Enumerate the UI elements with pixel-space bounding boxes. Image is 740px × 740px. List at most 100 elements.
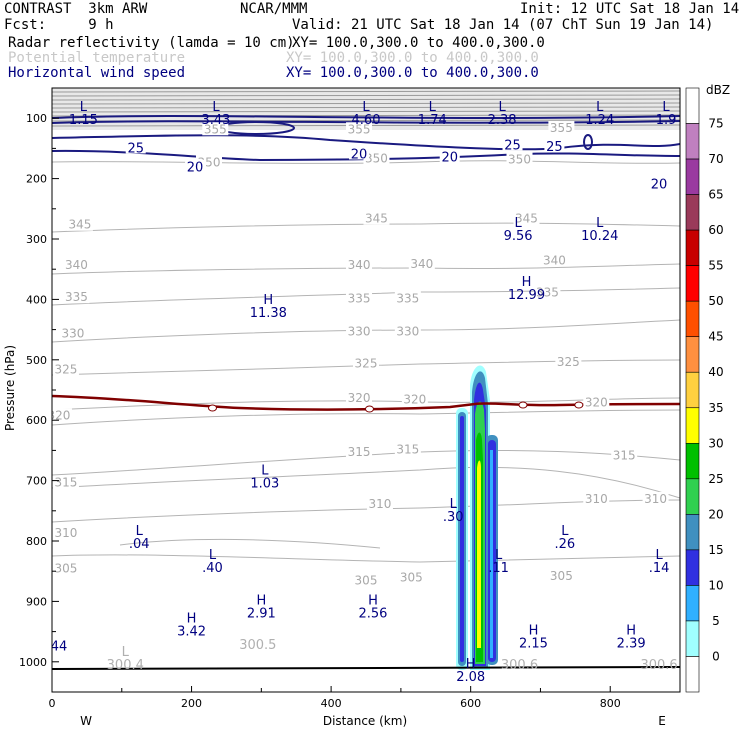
theta-contour-label: 305 [550, 569, 573, 583]
theta-label-bg [346, 122, 373, 136]
extremum-value: 1.74 [418, 113, 447, 128]
theta-contour-label: 330 [348, 325, 371, 339]
extremum-marker: H [466, 657, 476, 672]
wind-label-bg [439, 149, 460, 163]
theta-contour-label: 330 [396, 325, 419, 339]
colorbar-swatch [685, 407, 700, 444]
extremum-value: 12.99 [508, 288, 545, 303]
theta-label-bg [63, 258, 90, 272]
colorbar-swatch [685, 300, 700, 338]
extremum-value: 3.42 [177, 625, 206, 640]
wind-label-bg [544, 139, 565, 153]
theta-label-bg [52, 408, 72, 422]
theta-contour-label: 340 [65, 258, 88, 272]
west-label: W [80, 714, 92, 728]
theta-contour-label: 305 [355, 573, 378, 587]
extremum-marker: L [655, 548, 663, 563]
y-tick-label: 600 [26, 414, 47, 427]
init-time: Init: 12 UTC Sat 18 Jan 14 [520, 1, 740, 17]
colorbar-swatch [685, 123, 700, 160]
wind-contour-label: 25 [127, 141, 144, 156]
theta-label-bg [346, 391, 373, 405]
colorbar-level-label: 50 [708, 294, 723, 308]
extremum-value: 11.38 [250, 306, 287, 321]
extremum-value: 300.4 [107, 658, 144, 673]
theta-contour-label: 325 [355, 357, 378, 371]
field-label-wind: Horizontal wind speed [8, 65, 186, 81]
theta-label-bg [534, 285, 561, 299]
theta-contour-label: 305 [400, 570, 423, 584]
colorbar-level-label: 35 [708, 401, 723, 415]
theta-label-bg [401, 392, 428, 406]
colorbar-swatch [685, 336, 700, 373]
theta-contour-label: 310 [55, 526, 78, 540]
theta-contour-label: 305 [55, 561, 78, 575]
extremum-marker: L [514, 216, 522, 231]
colorbar-swatch [685, 656, 700, 693]
reflectivity-cell [456, 365, 498, 670]
extremum-marker: H [187, 612, 197, 627]
extremum-marker: L [362, 100, 370, 115]
theta-label-bg [202, 122, 229, 136]
colorbar-swatch [685, 265, 700, 302]
extremum-value: 10.24 [581, 229, 618, 244]
theta-contour-label: 315 [396, 442, 419, 456]
theta-contour-label: 310 [585, 492, 608, 506]
y-tick-label: 400 [26, 293, 47, 306]
colorbar-level-label: 60 [708, 223, 723, 237]
y-tick-label: 900 [26, 595, 47, 608]
theta-label-bg [394, 291, 421, 305]
theta-label-bg [398, 570, 425, 584]
theta-contour-label: 310 [644, 492, 667, 506]
extremum-marker: L [495, 548, 503, 563]
x-tick-label: 600 [460, 697, 481, 710]
field-xy-reflectivity: XY= 100.0,300.0 to 400.0,300.0 [292, 35, 545, 51]
theta-contour-label: 350 [365, 151, 388, 165]
extremum-marker: L [450, 497, 458, 512]
theta-contour-label: 345 [365, 212, 388, 226]
colorbar-level-label: 45 [708, 330, 723, 344]
extremum-value: .14 [649, 561, 670, 576]
theta-label-bg [611, 448, 638, 462]
extremum-value: 2.91 [247, 606, 276, 621]
y-axis: 100 200 300 400 500 600 700 800 900 1000 [19, 112, 59, 669]
theta-label-bg [353, 356, 379, 370]
extremum-value: 9.56 [504, 229, 533, 244]
wind-contour-label: 25 [546, 140, 563, 155]
colorbar-swatch [685, 371, 700, 409]
x-tick-label: 800 [600, 697, 621, 710]
colorbar-level-label: 65 [708, 188, 723, 202]
extremum-value: .11 [488, 561, 509, 576]
theta-label-bg [52, 362, 79, 376]
extremum-marker: L [209, 548, 217, 563]
extremum-value: 2.56 [359, 606, 388, 621]
colorbar-swatch [685, 549, 700, 586]
extremum-marker: L [80, 100, 88, 115]
extremum-value: 300.6 [501, 658, 538, 673]
extremum-marker: H [626, 624, 636, 639]
extremum-value: .26 [555, 537, 576, 552]
theta-label-bg [363, 211, 390, 225]
extremum-value: 1.15 [69, 113, 98, 128]
theta-contour-label: 335 [65, 290, 88, 304]
theta-label-bg [366, 496, 393, 510]
extremum-marker: H [256, 593, 266, 608]
theta-contour-label: 335 [396, 291, 419, 305]
colorbar-swatch [685, 442, 700, 480]
extremum-marker: H [522, 275, 532, 290]
y-tick-label: 300 [26, 233, 47, 246]
theta-label-bg [506, 152, 533, 166]
theta-contour-label: 315 [55, 476, 78, 490]
extremum-value: 3.43 [202, 113, 231, 128]
extremum-value: .30 [443, 510, 464, 525]
extremum-value: 2.39 [617, 637, 646, 652]
extremum-value: 300.5 [239, 638, 276, 653]
theta-contour-label: 320 [348, 391, 371, 405]
theta-contour-label: 315 [348, 445, 371, 459]
theta-label-bg [346, 324, 373, 338]
extremum-value: 2.15 [519, 637, 548, 652]
theta-contour-label: 315 [613, 448, 636, 462]
colorbar-level-label: 10 [708, 578, 723, 592]
theta-contour-label: 335 [536, 285, 559, 299]
